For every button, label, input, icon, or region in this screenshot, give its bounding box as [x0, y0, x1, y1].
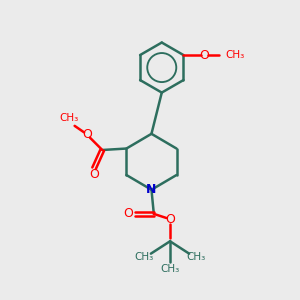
Text: O: O — [165, 213, 175, 226]
Text: O: O — [123, 207, 133, 220]
Text: O: O — [82, 128, 92, 141]
Text: CH₃: CH₃ — [134, 253, 154, 262]
Text: CH₃: CH₃ — [59, 113, 78, 123]
Text: O: O — [89, 168, 99, 181]
Text: CH₃: CH₃ — [160, 264, 180, 274]
Text: N: N — [146, 183, 157, 196]
Text: CH₃: CH₃ — [186, 253, 206, 262]
Text: CH₃: CH₃ — [226, 50, 245, 60]
Text: O: O — [200, 49, 210, 62]
